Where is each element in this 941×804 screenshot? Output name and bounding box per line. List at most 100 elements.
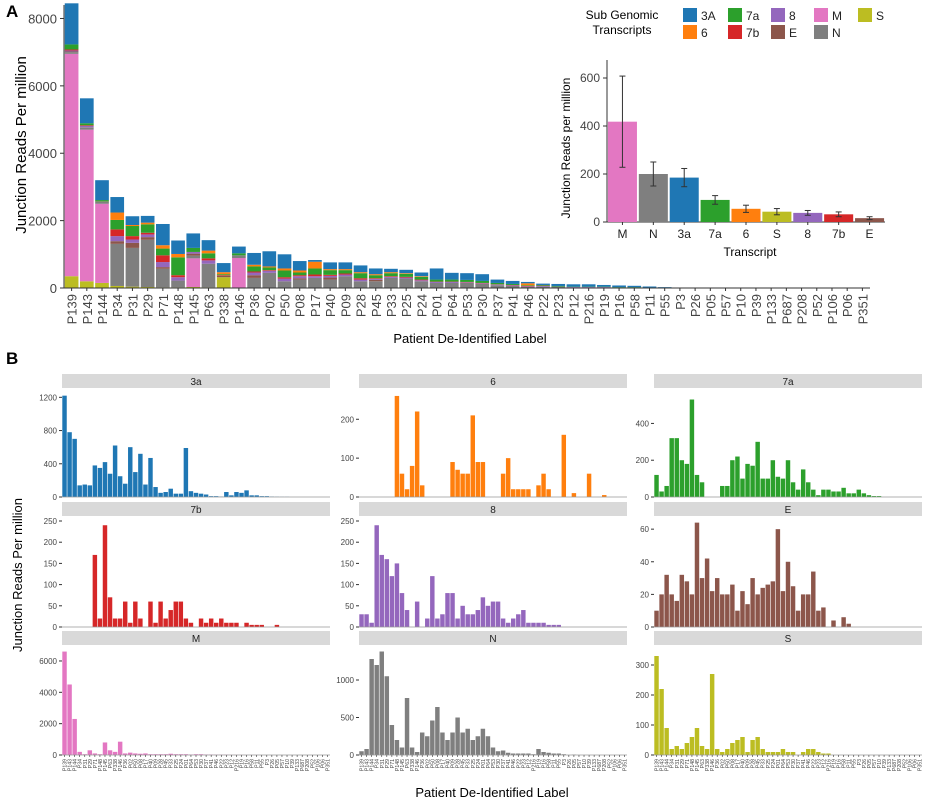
panel-a-bar-segment-7a <box>444 279 459 282</box>
facet-patient-label: P33 <box>466 759 472 768</box>
facet-bar <box>740 591 745 627</box>
facet-bar <box>836 491 841 497</box>
panel-a-bar-segment-S <box>125 286 140 288</box>
facet-bar <box>871 496 877 497</box>
facet-patient-label: P06 <box>912 759 918 768</box>
panel-a-bar-segment-7a <box>110 219 125 230</box>
facet-patient-label: P29 <box>385 759 391 768</box>
facet-bar <box>208 496 214 497</box>
panel-a-bar-segment-S <box>140 286 155 288</box>
facet-bar <box>465 728 470 755</box>
facet-bar <box>679 574 685 627</box>
facet-bar <box>369 659 374 755</box>
facet-bar <box>521 610 526 627</box>
facet-bar <box>425 618 430 627</box>
facet-patient-label: P40 <box>740 759 746 768</box>
panel-a-patient-label: P37 <box>490 294 505 317</box>
facet-bar <box>138 753 143 755</box>
facet-patient-label: P3 <box>857 759 863 765</box>
facet-bar <box>62 395 67 497</box>
inset-category-label: 8 <box>804 227 811 241</box>
facet-bar <box>440 614 445 627</box>
facet-patient-label: P64 <box>189 759 195 768</box>
panel-a-bar-segment-N <box>277 281 292 288</box>
panel-a-bar-segment-7b <box>140 232 155 235</box>
facet-patient-label: P02 <box>720 759 726 768</box>
facet-bar <box>556 753 561 755</box>
panel-a-bar-segment-E <box>292 278 307 280</box>
facet-patient-label: P52 <box>310 759 316 768</box>
panel-a-bar-segment-N <box>353 281 368 288</box>
facet-patient-label: P41 <box>506 759 512 768</box>
facet-bar <box>536 485 541 497</box>
facet-bar <box>399 593 405 627</box>
panel-a-bar-segment-3A <box>277 254 292 269</box>
facet-patient-label: P46 <box>214 759 220 768</box>
facet-bar <box>495 751 501 755</box>
panel-a-bar-segment-8 <box>384 276 398 278</box>
panel-a-label: A <box>6 2 18 21</box>
facet-bar <box>117 618 123 627</box>
facet-bar <box>714 749 720 755</box>
facet-patient-label: P28 <box>456 759 462 768</box>
panel-a-bar-segment-3A <box>475 274 490 281</box>
facet-7b: 7b 0 50 100 150 200 250 <box>44 502 330 632</box>
facet-patient-label: P37 <box>501 759 507 768</box>
facet-patient-label: P208 <box>305 759 311 771</box>
facet-bar <box>521 753 526 755</box>
facet-bar <box>254 495 259 497</box>
panel-a-bar-segment-3A <box>429 268 444 280</box>
facet-bar <box>699 578 705 627</box>
panel-a-bar-segment-3A <box>353 265 368 273</box>
inset-bar-6 <box>731 208 761 222</box>
facet-patient-label: P64 <box>486 759 492 768</box>
panel-a-bar-segment-7a <box>384 273 398 277</box>
facet-bar <box>470 415 475 497</box>
panel-a-bar-segment-N <box>156 268 170 288</box>
panel-a-bar-segment-3A <box>657 287 672 288</box>
facet-y-tick-label: 100 <box>44 581 58 590</box>
facet-bar <box>394 563 400 627</box>
facet-patient-label: P63 <box>108 759 114 768</box>
panel-a-bar-segment-6 <box>353 272 368 274</box>
panel-a-bar-segment-8 <box>79 125 94 128</box>
facet-bar <box>861 493 867 497</box>
facet-bar <box>516 753 521 755</box>
facet-patient-label: P216 <box>234 759 240 771</box>
facet-y-tick-label: 150 <box>341 559 355 568</box>
facet-bar <box>709 674 715 755</box>
facet-bar <box>389 725 395 755</box>
facet-bar <box>730 584 735 627</box>
panel-a-bar-segment-7b <box>292 275 307 277</box>
panel-a-bar-segment-6 <box>384 272 398 274</box>
panel-a-patient-label: P31 <box>125 294 140 317</box>
facet-patient-label: P148 <box>98 759 104 771</box>
panel-a-patient-label: P338 <box>217 294 232 324</box>
panel-a-bar-segment-3A <box>308 260 322 262</box>
facet-bar <box>511 489 516 497</box>
facet-bar <box>841 487 846 497</box>
panel-a-patient-label: P144 <box>95 294 110 324</box>
panel-a-bar-segment-8 <box>353 279 368 282</box>
facet-y-tick-label: 200 <box>341 415 355 424</box>
panel-a-bar-segment-6 <box>338 269 353 271</box>
panel-a-patient-label: P22 <box>536 294 551 317</box>
panel-a-bar-segment-3A <box>612 285 626 288</box>
facet-y-tick-label: 1200 <box>39 393 57 402</box>
panel-a-bar-segment-N <box>368 281 383 288</box>
facet-8: 8 0 50 100 150 200 250 <box>341 502 627 632</box>
facet-bar <box>455 469 460 497</box>
facet-patient-label: P36 <box>420 759 426 768</box>
facet-bar <box>97 618 103 627</box>
panel-a-patient-label: P33 <box>384 294 399 317</box>
facet-bar <box>699 482 705 497</box>
facet-patient-label: P146 <box>118 759 124 771</box>
inset-bar-7b <box>824 214 854 222</box>
facet-bar <box>234 492 239 497</box>
panel-a-patient-label: P64 <box>445 294 460 317</box>
panel-a-bar-segment-7b <box>79 125 94 126</box>
legend-swatch-N <box>814 25 828 39</box>
facet-bar <box>414 411 420 497</box>
panel-b-ylabel: Junction Reads Per million <box>10 498 25 652</box>
